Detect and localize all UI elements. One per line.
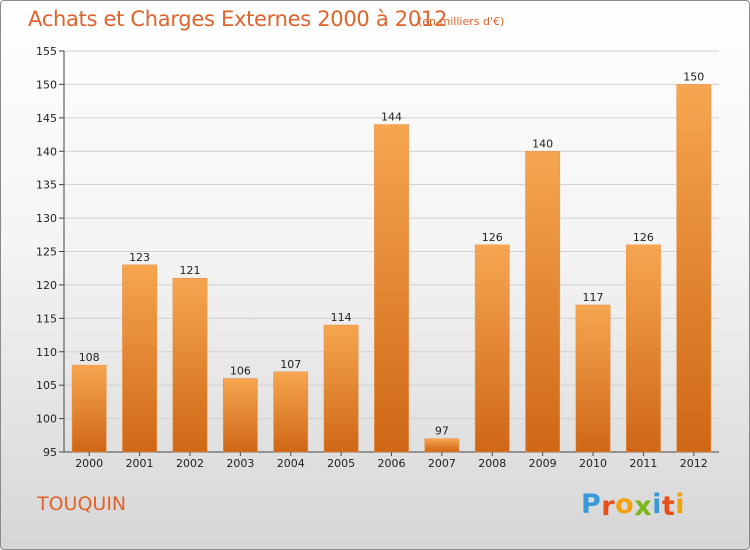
y-tick-label: 100 <box>36 413 57 426</box>
bar-value-label: 114 <box>331 311 352 324</box>
bar-2007 <box>424 438 460 453</box>
logo-letter: i <box>675 489 686 520</box>
x-tick-label: 2002 <box>176 457 204 470</box>
y-tick-label: 130 <box>36 212 57 225</box>
x-tick-label: 2008 <box>478 457 506 470</box>
bar-2008 <box>474 244 510 453</box>
logo-letter: r <box>601 491 616 522</box>
bar-value-label: 126 <box>633 231 654 244</box>
y-tick-label: 150 <box>36 78 57 91</box>
x-tick-label: 2000 <box>75 457 103 470</box>
bar-value-label: 108 <box>79 351 100 364</box>
y-tick-label: 95 <box>43 446 57 459</box>
logo-letter: P <box>581 489 602 520</box>
bar-2011 <box>626 244 661 453</box>
bar-value-label: 97 <box>435 425 449 438</box>
bar-2004 <box>273 371 309 453</box>
bar-2006 <box>374 124 409 453</box>
y-tick-label: 105 <box>36 379 57 392</box>
y-tick-label: 140 <box>36 145 57 158</box>
bar-2000 <box>71 364 107 453</box>
proxiti-logo[interactable]: Proxiti <box>581 489 686 522</box>
x-tick-label: 2003 <box>226 457 254 470</box>
labels: 95 100 105 110 115 120 125 130 135 140 145 150 155 10… <box>36 45 708 470</box>
y-tick-label: 155 <box>36 45 57 58</box>
x-tick-label: 2007 <box>428 457 456 470</box>
bar-2001 <box>122 264 157 453</box>
bar-2003 <box>222 378 258 453</box>
x-tick-label: 2004 <box>277 457 305 470</box>
chart-title: Achats et Charges Externes 2000 à 2012 <box>28 7 448 31</box>
x-tick-label: 2011 <box>629 457 657 470</box>
y-tick-label: 135 <box>36 179 57 192</box>
bar-2002 <box>172 277 208 453</box>
bar-2010 <box>575 304 611 453</box>
bar-value-label: 121 <box>179 264 200 277</box>
bar-2005 <box>323 324 359 453</box>
logo-letter: x <box>634 491 653 522</box>
y-tick-label: 145 <box>36 112 57 125</box>
bars <box>71 84 712 453</box>
commune-name: TOUQUIN <box>37 493 127 515</box>
y-tick-label: 115 <box>36 312 57 325</box>
x-tick-label: 2012 <box>680 457 708 470</box>
bar-value-label: 126 <box>482 231 503 244</box>
x-tick-label: 2010 <box>579 457 607 470</box>
logo-letter: i <box>652 489 662 520</box>
bar-2009 <box>525 151 561 453</box>
chart-subtitle: (en milliers d'€) <box>418 15 505 28</box>
x-tick-label: 2009 <box>529 457 557 470</box>
x-tick-label: 2001 <box>126 457 154 470</box>
logo-letter: t <box>661 491 676 522</box>
bar-value-label: 140 <box>532 137 553 150</box>
x-tick-label: 2005 <box>327 457 355 470</box>
bar-value-label: 117 <box>583 291 604 304</box>
bar-value-label: 150 <box>683 70 704 83</box>
logo-letter: o <box>615 489 635 520</box>
y-tick-label: 120 <box>36 279 57 292</box>
bar-value-label: 123 <box>129 251 150 264</box>
bar-value-label: 106 <box>230 364 251 377</box>
x-tick-label: 2006 <box>378 457 406 470</box>
bar-value-label: 144 <box>381 111 402 124</box>
y-tick-label: 125 <box>36 246 57 259</box>
bar-2012 <box>676 84 712 453</box>
y-tick-label: 110 <box>36 346 57 359</box>
bar-value-label: 107 <box>280 358 301 371</box>
